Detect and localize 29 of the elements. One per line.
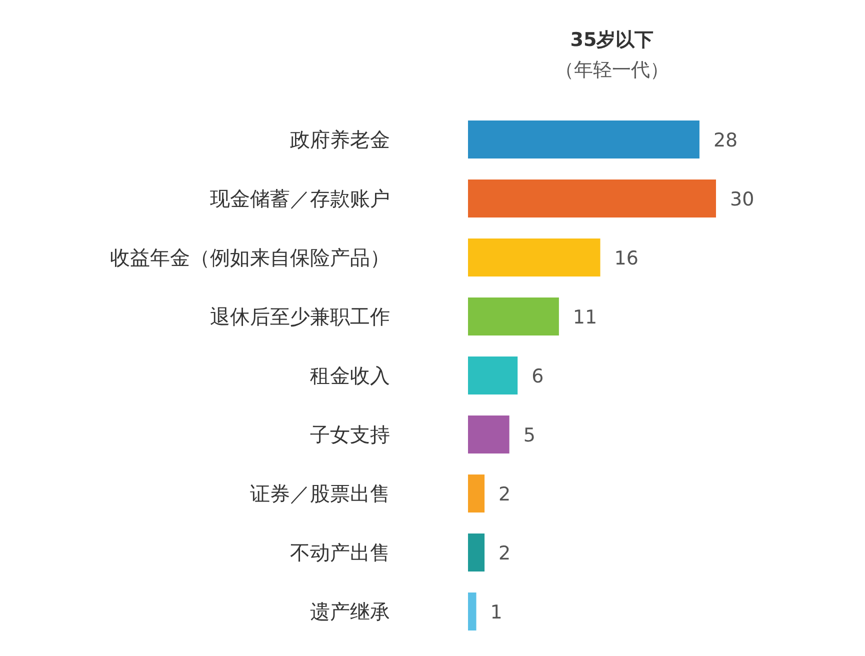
data-label: 6 xyxy=(532,366,544,388)
y-tick-label: 证券／股票出售 xyxy=(250,482,390,506)
chart-title: 35岁以下 xyxy=(570,29,654,51)
bar xyxy=(468,356,518,394)
data-label: 11 xyxy=(572,306,598,328)
bar xyxy=(468,238,600,276)
data-label: 2 xyxy=(498,484,511,506)
data-label: 30 xyxy=(730,188,754,210)
y-tick-label: 退休后至少兼职工作 xyxy=(210,304,390,328)
bar xyxy=(468,180,716,218)
y-tick-label: 子女支持 xyxy=(310,422,390,446)
bar xyxy=(468,534,485,572)
data-label: 28 xyxy=(713,130,738,152)
data-label: 5 xyxy=(523,424,536,446)
bar xyxy=(468,416,510,454)
bar xyxy=(468,298,559,336)
y-tick-label: 现金储蓄／存款账户 xyxy=(210,186,390,210)
data-label: 1 xyxy=(490,602,502,624)
bar xyxy=(468,592,476,630)
bar xyxy=(468,120,700,158)
bar xyxy=(468,474,485,512)
y-tick-label: 遗产继承 xyxy=(310,600,390,624)
y-tick-label: 不动产出售 xyxy=(290,540,390,564)
y-tick-label: 收益年金（例如来自保险产品） xyxy=(110,246,390,270)
y-tick-label: 租金收入 xyxy=(310,364,390,388)
y-tick-label: 政府养老金 xyxy=(290,128,390,152)
chart-subtitle: （年轻一代） xyxy=(555,59,669,81)
data-label: 16 xyxy=(614,248,638,270)
data-label: 2 xyxy=(498,542,511,564)
